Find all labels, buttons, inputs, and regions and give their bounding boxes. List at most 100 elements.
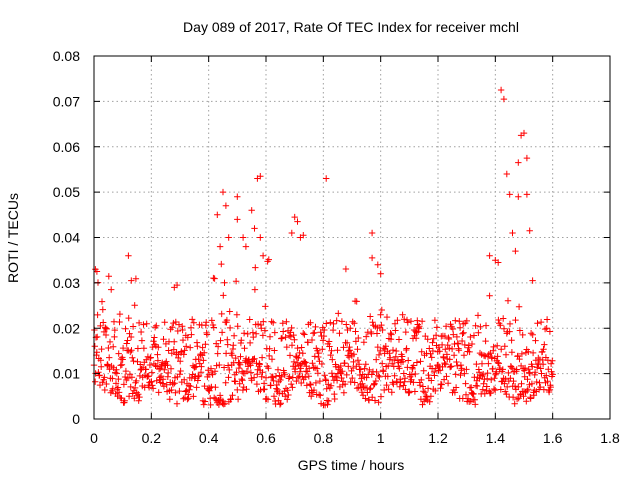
data-point <box>257 173 264 180</box>
data-point <box>399 358 407 365</box>
data-point <box>136 393 143 401</box>
data-point <box>476 375 483 382</box>
data-point <box>122 325 129 332</box>
data-point <box>375 372 382 379</box>
data-point <box>446 363 454 371</box>
data-point <box>208 317 215 324</box>
data-point <box>519 331 526 339</box>
data-point <box>470 332 478 339</box>
data-point <box>369 319 376 326</box>
data-point <box>543 325 550 332</box>
data-point <box>470 390 477 398</box>
data-point <box>253 380 261 388</box>
data-point <box>184 396 191 403</box>
data-point <box>453 358 460 366</box>
data-point <box>230 332 238 339</box>
data-point <box>268 318 275 325</box>
data-point <box>283 318 290 325</box>
data-point <box>413 359 421 366</box>
data-point <box>513 395 521 403</box>
data-point <box>450 352 458 359</box>
data-point <box>529 277 536 284</box>
data-point <box>98 345 105 353</box>
data-point <box>497 322 504 329</box>
data-point <box>366 386 373 393</box>
data-point <box>111 333 118 341</box>
data-point <box>373 330 381 337</box>
data-point <box>313 365 321 372</box>
data-point <box>337 362 344 370</box>
data-point <box>115 375 122 383</box>
data-point <box>119 344 127 352</box>
data-point <box>230 342 237 349</box>
data-point <box>488 376 495 383</box>
data-point <box>203 319 210 326</box>
data-point <box>167 365 175 372</box>
data-point <box>277 400 284 407</box>
data-point <box>460 329 467 336</box>
data-point <box>452 317 459 324</box>
data-point <box>174 327 181 335</box>
data-point <box>367 313 374 320</box>
data-point <box>372 377 379 385</box>
data-point <box>484 369 491 377</box>
data-point <box>507 375 514 382</box>
data-point <box>93 349 100 356</box>
data-point <box>376 373 383 381</box>
data-point <box>210 324 217 331</box>
data-point <box>135 397 142 404</box>
data-point <box>127 383 134 391</box>
data-point <box>294 218 301 225</box>
data-point <box>307 319 314 326</box>
data-point <box>371 380 378 388</box>
data-point <box>171 338 178 345</box>
data-point <box>463 366 470 373</box>
data-point <box>483 383 490 390</box>
data-point <box>227 395 235 403</box>
data-point <box>508 363 515 371</box>
data-point <box>266 352 273 360</box>
data-point <box>254 320 262 328</box>
data-point <box>516 355 523 363</box>
data-point <box>403 345 410 352</box>
data-point <box>449 325 457 333</box>
data-point <box>500 325 508 332</box>
x-tick-label: 0.8 <box>314 430 334 446</box>
data-point <box>342 265 350 273</box>
data-point <box>264 396 272 403</box>
x-tick-label: 1.2 <box>428 430 448 446</box>
data-point <box>345 353 353 361</box>
data-point <box>368 229 376 237</box>
data-point <box>287 333 294 340</box>
data-point <box>155 344 162 351</box>
data-point <box>130 357 137 365</box>
data-point <box>375 399 382 406</box>
data-point <box>529 331 536 338</box>
data-point <box>322 377 330 384</box>
data-point <box>261 386 268 393</box>
data-point <box>506 320 514 328</box>
data-point <box>270 319 277 326</box>
data-point <box>509 229 516 237</box>
data-point <box>392 353 399 360</box>
data-point <box>238 375 245 383</box>
data-point <box>350 351 358 358</box>
data-point <box>333 317 340 324</box>
data-point <box>374 261 381 268</box>
data-point <box>291 213 298 221</box>
data-point <box>432 387 439 395</box>
data-point <box>218 329 226 336</box>
data-point <box>260 318 267 325</box>
data-point <box>406 389 413 396</box>
data-point <box>366 366 373 374</box>
data-point <box>234 323 241 330</box>
data-point <box>445 335 453 343</box>
data-point <box>503 170 510 178</box>
data-point <box>288 229 295 237</box>
data-point <box>476 349 484 357</box>
data-point <box>200 401 207 408</box>
data-point <box>389 346 397 354</box>
data-point <box>428 377 435 384</box>
y-tick-label: 0.02 <box>53 320 80 336</box>
data-point <box>143 320 150 327</box>
